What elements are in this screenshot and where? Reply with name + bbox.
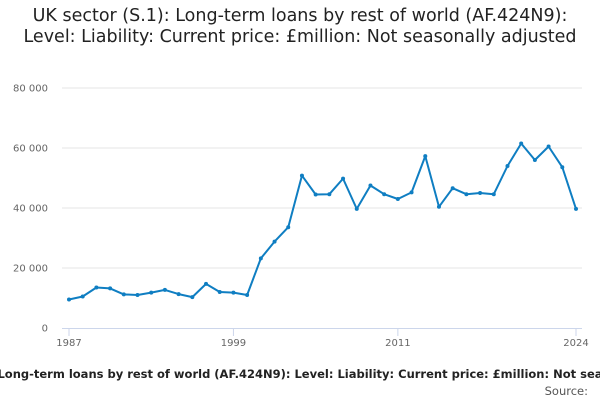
data-point[interactable] bbox=[217, 290, 222, 294]
data-point[interactable] bbox=[382, 192, 387, 197]
x-axis-ticks: 1987 1999 2011 2024 bbox=[56, 328, 589, 349]
data-point[interactable] bbox=[272, 239, 277, 244]
data-point[interactable] bbox=[505, 164, 510, 168]
data-point[interactable] bbox=[546, 144, 551, 149]
data-point[interactable] bbox=[532, 158, 537, 162]
data-point[interactable] bbox=[478, 191, 483, 195]
data-point[interactable] bbox=[204, 281, 209, 286]
data-point[interactable] bbox=[231, 290, 236, 295]
grid-lines bbox=[62, 87, 582, 269]
y-tick-label: 80 000 bbox=[13, 84, 48, 95]
data-point[interactable] bbox=[464, 192, 469, 197]
data-point[interactable] bbox=[135, 293, 140, 297]
y-tick-label: 20 000 bbox=[13, 264, 48, 275]
series-line[interactable] bbox=[68, 142, 577, 301]
data-point[interactable] bbox=[368, 183, 373, 188]
data-point[interactable] bbox=[149, 290, 154, 295]
x-tick-label: 1999 bbox=[221, 338, 246, 349]
chart-title: UK sector (S.1): Long-term loans by rest… bbox=[23, 6, 577, 47]
data-point[interactable] bbox=[436, 204, 441, 209]
data-point[interactable] bbox=[286, 225, 291, 230]
data-point[interactable] bbox=[409, 190, 414, 195]
x-tick-label: 1987 bbox=[56, 338, 81, 349]
data-point[interactable] bbox=[341, 176, 346, 181]
series-layer bbox=[67, 141, 578, 302]
source-label: Source: bbox=[545, 384, 588, 398]
data-point[interactable] bbox=[327, 192, 332, 197]
data-point[interactable] bbox=[519, 141, 524, 146]
legend[interactable]: UK sector (S.1): Long-term loans by rest… bbox=[0, 367, 600, 381]
data-point[interactable] bbox=[354, 206, 359, 211]
data-point[interactable] bbox=[299, 173, 304, 178]
data-point[interactable] bbox=[245, 293, 250, 297]
data-point[interactable] bbox=[190, 295, 195, 300]
data-point[interactable] bbox=[560, 165, 565, 170]
data-point[interactable] bbox=[176, 292, 181, 297]
y-tick-label: 60 000 bbox=[13, 144, 48, 155]
y-tick-label: 40 000 bbox=[13, 204, 48, 215]
data-point[interactable] bbox=[162, 287, 167, 292]
data-point[interactable] bbox=[108, 286, 113, 291]
data-point[interactable] bbox=[491, 192, 496, 197]
data-point[interactable] bbox=[80, 294, 85, 299]
x-tick-label: 2011 bbox=[385, 338, 410, 349]
y-tick-label: 0 bbox=[42, 324, 48, 335]
legend-item-label[interactable]: UK sector (S.1): Long-term loans by rest… bbox=[0, 367, 600, 381]
data-point[interactable] bbox=[67, 297, 71, 302]
data-point[interactable] bbox=[258, 256, 263, 261]
y-axis-ticks: 0 20 000 40 000 60 000 80 000 bbox=[13, 84, 48, 335]
data-point[interactable] bbox=[423, 154, 428, 159]
data-point[interactable] bbox=[395, 197, 400, 201]
data-point[interactable] bbox=[121, 292, 126, 297]
data-point[interactable] bbox=[313, 192, 318, 197]
data-point[interactable] bbox=[450, 186, 455, 191]
x-tick-label: 2024 bbox=[563, 338, 588, 349]
data-point[interactable] bbox=[574, 206, 578, 211]
data-point[interactable] bbox=[94, 285, 99, 290]
